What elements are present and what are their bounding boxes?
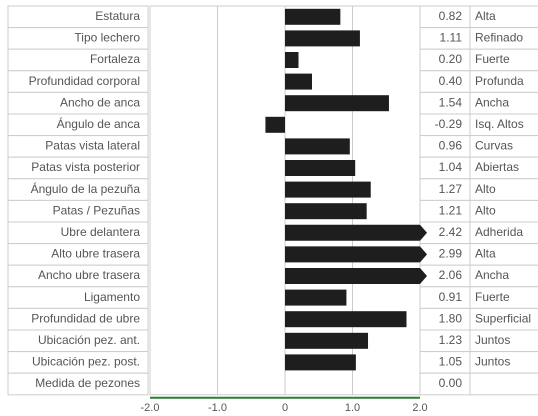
- descriptor: Fuerte: [475, 52, 510, 66]
- value-label: 0.91: [439, 290, 463, 304]
- category-label: Profundidad de ubre: [31, 311, 140, 325]
- category-label: Patas / Pezuñas: [53, 203, 140, 217]
- category-label: Fortaleza: [90, 52, 140, 66]
- value-label: 1.04: [439, 160, 463, 174]
- descriptor: Alta: [475, 9, 496, 23]
- category-label: Patas vista posterior: [31, 160, 140, 174]
- desc-cell: [469, 372, 538, 396]
- bar: [285, 181, 371, 198]
- category-label: Estatura: [95, 9, 140, 23]
- category-label: Alto ubre trasera: [51, 247, 140, 261]
- bar: [285, 138, 350, 155]
- value-label: 0.00: [439, 376, 463, 390]
- category-label: Patas vista lateral: [45, 139, 140, 153]
- descriptor: Alto: [475, 203, 496, 217]
- value-label: -0.29: [435, 117, 463, 131]
- descriptor: Profunda: [475, 74, 524, 88]
- category-label: Ubicación pez. ant.: [38, 333, 140, 347]
- bar: [285, 73, 312, 90]
- bar: [285, 95, 389, 112]
- descriptor: Ancha: [475, 95, 509, 109]
- value-label: 1.54: [439, 95, 463, 109]
- descriptor: Isq. Altos: [475, 117, 524, 131]
- descriptor: Abiertas: [475, 160, 519, 174]
- bar: [285, 246, 427, 263]
- x-tick-label: 1.0: [345, 402, 360, 414]
- descriptor: Ancha: [475, 268, 509, 282]
- value-label: 1.11: [440, 31, 463, 45]
- bar: [285, 224, 427, 241]
- category-label: Ancho de anca: [60, 95, 140, 109]
- descriptor: Curvas: [475, 139, 513, 153]
- descriptor: Alto: [475, 182, 496, 196]
- row-cell: [7, 372, 149, 396]
- category-label: Profundidad corporal: [29, 74, 140, 88]
- value-label: 0.20: [439, 52, 463, 66]
- bar: [285, 8, 341, 25]
- x-tick-label: -2.0: [141, 402, 160, 414]
- x-tick-label: -1.0: [208, 402, 227, 414]
- descriptor: Alta: [475, 247, 496, 261]
- value-label: 1.21: [439, 203, 463, 217]
- bar: [285, 289, 347, 306]
- bar: [285, 52, 299, 68]
- chart-body: -2.0 -1.0 0 1.0 2.0 Estatura 0.82 Alta Tipo lech…: [7, 5, 538, 414]
- category-label: Ángulo de la pezuña: [31, 181, 141, 196]
- category-label: Medida de pezones: [35, 376, 140, 390]
- bar: [285, 332, 369, 349]
- descriptor: Adherida: [475, 225, 523, 239]
- descriptor: Juntos: [475, 355, 510, 369]
- value-label: 1.80: [439, 311, 463, 325]
- value-label: 1.05: [439, 355, 463, 369]
- descriptor: Juntos: [475, 333, 510, 347]
- value-label: 2.99: [439, 247, 463, 261]
- bar: [285, 30, 360, 47]
- category-label: Tipo lechero: [74, 31, 140, 45]
- value-label: 1.23: [439, 333, 463, 347]
- category-label: Ubicación pez. post.: [32, 355, 140, 369]
- bar: [285, 203, 367, 220]
- value-label: 2.42: [439, 225, 463, 239]
- descriptor: Superficial: [475, 311, 531, 325]
- category-label: Ligamento: [84, 290, 140, 304]
- bar: [285, 311, 407, 328]
- category-label: Ancho ubre trasera: [38, 268, 140, 282]
- value-label: 0.96: [439, 139, 463, 153]
- descriptor: Refinado: [475, 31, 523, 45]
- bar: [285, 354, 356, 371]
- value-label: 2.06: [439, 268, 463, 282]
- bar: [285, 268, 427, 284]
- x-tick-label: 0: [282, 402, 288, 414]
- category-label: Ángulo de anca: [57, 116, 141, 131]
- value-label: 0.40: [439, 74, 463, 88]
- bar: [265, 116, 285, 133]
- value-label: 0.82: [439, 9, 463, 23]
- bar: [285, 160, 356, 176]
- value-label: 1.27: [439, 182, 463, 196]
- category-label: Ubre delantera: [61, 225, 141, 239]
- x-tick-label: 2.0: [412, 402, 427, 414]
- descriptor: Fuerte: [475, 290, 510, 304]
